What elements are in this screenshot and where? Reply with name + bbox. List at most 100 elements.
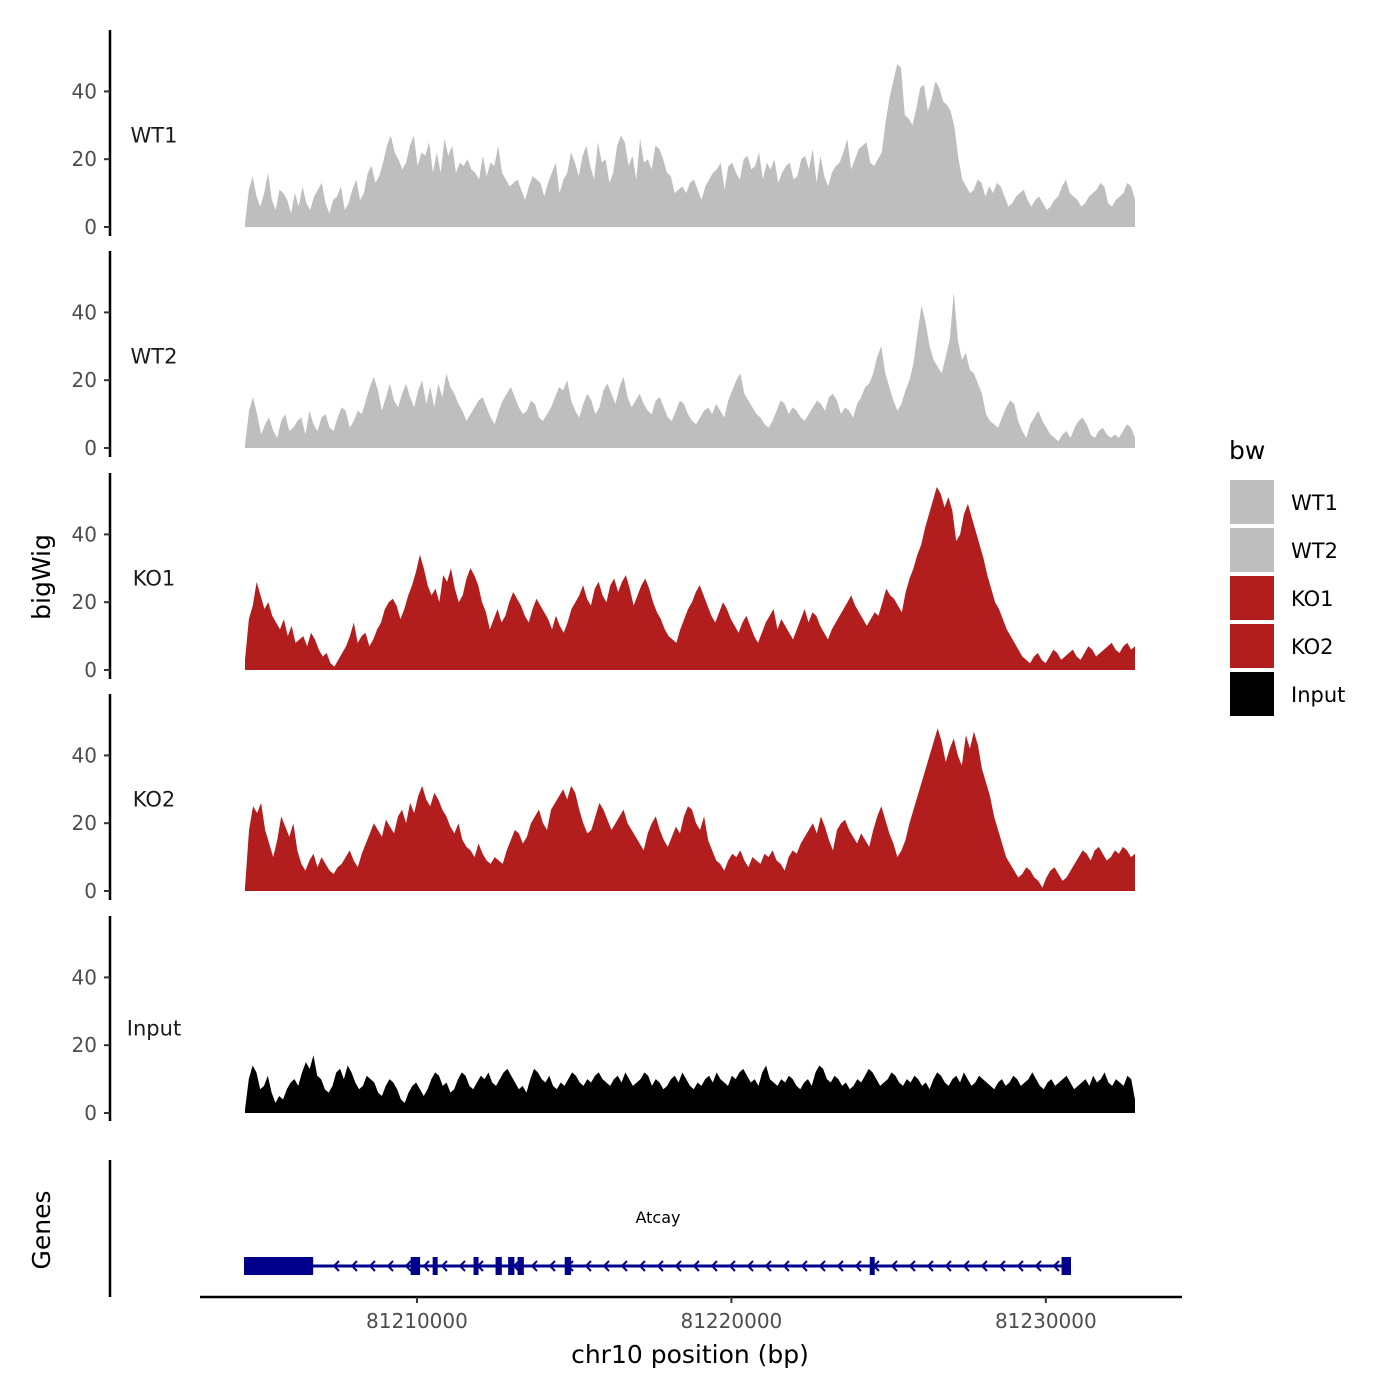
track-label: Input	[127, 1016, 181, 1040]
track-ko1: 0 20 40 KO1	[72, 473, 1135, 682]
y-axis-title: bigWig	[27, 534, 56, 620]
y-tick-label: 0	[84, 879, 97, 903]
x-axis-title: chr10 position (bp)	[571, 1340, 809, 1369]
strand-arrow	[440, 1260, 448, 1272]
strand-arrow	[980, 1260, 988, 1272]
coverage-area-wt2	[245, 292, 1135, 448]
strand-arrow	[350, 1260, 358, 1272]
legend-label: WT2	[1291, 539, 1338, 563]
x-tick-label: 81220000	[680, 1309, 782, 1333]
legend-entry-ko2: KO2	[1230, 624, 1334, 668]
exon	[432, 1257, 438, 1275]
y-tick-label: 20	[72, 368, 97, 392]
y-tick-label: 0	[84, 658, 97, 682]
strand-arrow	[584, 1260, 592, 1272]
gene-label: Atcay	[635, 1208, 680, 1227]
strand-arrow	[530, 1260, 538, 1272]
strand-arrow	[836, 1260, 844, 1272]
y-tick-label: 40	[72, 300, 97, 324]
strand-arrow	[548, 1260, 556, 1272]
strand-arrow	[908, 1260, 916, 1272]
signal-tracks: 0 20 40 WT1 0 20 40 WT2 0 20 40 KO1 0 20 40 KO2 0 20 40 Inp…	[72, 30, 1135, 1125]
y-tick-label: 0	[84, 1101, 97, 1125]
strand-arrow	[944, 1260, 952, 1272]
y-tick-label: 20	[72, 147, 97, 171]
legend-swatch	[1230, 576, 1274, 620]
exon	[508, 1257, 515, 1275]
track-label: WT1	[131, 123, 178, 147]
strand-arrow	[692, 1260, 700, 1272]
y-tick-label: 0	[84, 215, 97, 239]
strand-arrow	[638, 1260, 646, 1272]
exon	[1061, 1257, 1071, 1275]
coverage-area-ko1	[245, 486, 1135, 670]
strand-arrow	[962, 1260, 970, 1272]
legend-swatch	[1230, 480, 1274, 524]
strand-arrow	[674, 1260, 682, 1272]
exon	[244, 1257, 314, 1275]
exon	[495, 1257, 502, 1275]
strand-arrow	[404, 1260, 412, 1272]
y-tick-label: 40	[72, 965, 97, 989]
strand-arrow	[728, 1260, 736, 1272]
y-tick-label: 20	[72, 811, 97, 835]
strand-arrow	[656, 1260, 664, 1272]
y-tick-label: 0	[84, 436, 97, 460]
track-input: 0 20 40 Input	[72, 916, 1135, 1125]
x-tick-label: 81230000	[995, 1309, 1097, 1333]
legend-label: KO2	[1291, 635, 1334, 659]
track-ko2: 0 20 40 KO2	[72, 694, 1135, 903]
strand-arrow	[620, 1260, 628, 1272]
legend-entry-input: Input	[1230, 672, 1345, 716]
genes-panel-title: Genes	[27, 1190, 56, 1269]
strand-arrow	[1016, 1260, 1024, 1272]
gene-panel: Atcay	[108, 1160, 1071, 1297]
exon	[517, 1257, 524, 1275]
coverage-area-ko2	[245, 728, 1135, 891]
strand-arrow	[710, 1260, 718, 1272]
track-wt2: 0 20 40 WT2	[72, 251, 1135, 460]
exon	[473, 1257, 479, 1275]
coverage-area-wt1	[245, 64, 1135, 227]
strand-arrow	[422, 1260, 430, 1272]
y-tick-label: 20	[72, 590, 97, 614]
legend-label: KO1	[1291, 587, 1334, 611]
strand-arrow	[854, 1260, 862, 1272]
track-wt1: 0 20 40 WT1	[72, 30, 1135, 239]
x-axis: 81210000 81220000 81230000	[200, 1295, 1182, 1333]
y-tick-label: 40	[72, 522, 97, 546]
strand-arrow	[1034, 1260, 1042, 1272]
strand-arrow	[458, 1260, 466, 1272]
y-tick-label: 40	[72, 743, 97, 767]
legend-swatch	[1230, 528, 1274, 572]
legend-entry-wt1: WT1	[1230, 480, 1338, 524]
legend-entry-wt2: WT2	[1230, 528, 1338, 572]
y-tick-label: 20	[72, 1033, 97, 1057]
track-label: KO1	[133, 566, 176, 590]
gene-atcay: Atcay	[244, 1208, 1071, 1275]
track-label: KO2	[133, 787, 176, 811]
legend-title: bw	[1229, 436, 1265, 465]
strand-arrow	[890, 1260, 898, 1272]
track-label: WT2	[131, 344, 178, 368]
exon	[869, 1257, 875, 1275]
strand-arrow	[782, 1260, 790, 1272]
coverage-area-input	[245, 1055, 1135, 1113]
strand-arrow	[386, 1260, 394, 1272]
legend: bw WT1 WT2 KO1 KO2 Input	[1229, 436, 1345, 716]
exon	[564, 1257, 572, 1275]
x-tick-label: 81210000	[366, 1309, 468, 1333]
strand-arrow	[368, 1260, 376, 1272]
strand-arrow	[926, 1260, 934, 1272]
legend-label: Input	[1291, 683, 1345, 707]
strand-arrow	[800, 1260, 808, 1272]
strand-arrow	[764, 1260, 772, 1272]
legend-swatch	[1230, 672, 1274, 716]
legend-entry-ko1: KO1	[1230, 576, 1334, 620]
legend-swatch	[1230, 624, 1274, 668]
strand-arrow	[746, 1260, 754, 1272]
strand-arrow	[1052, 1260, 1060, 1272]
strand-arrow	[332, 1260, 340, 1272]
